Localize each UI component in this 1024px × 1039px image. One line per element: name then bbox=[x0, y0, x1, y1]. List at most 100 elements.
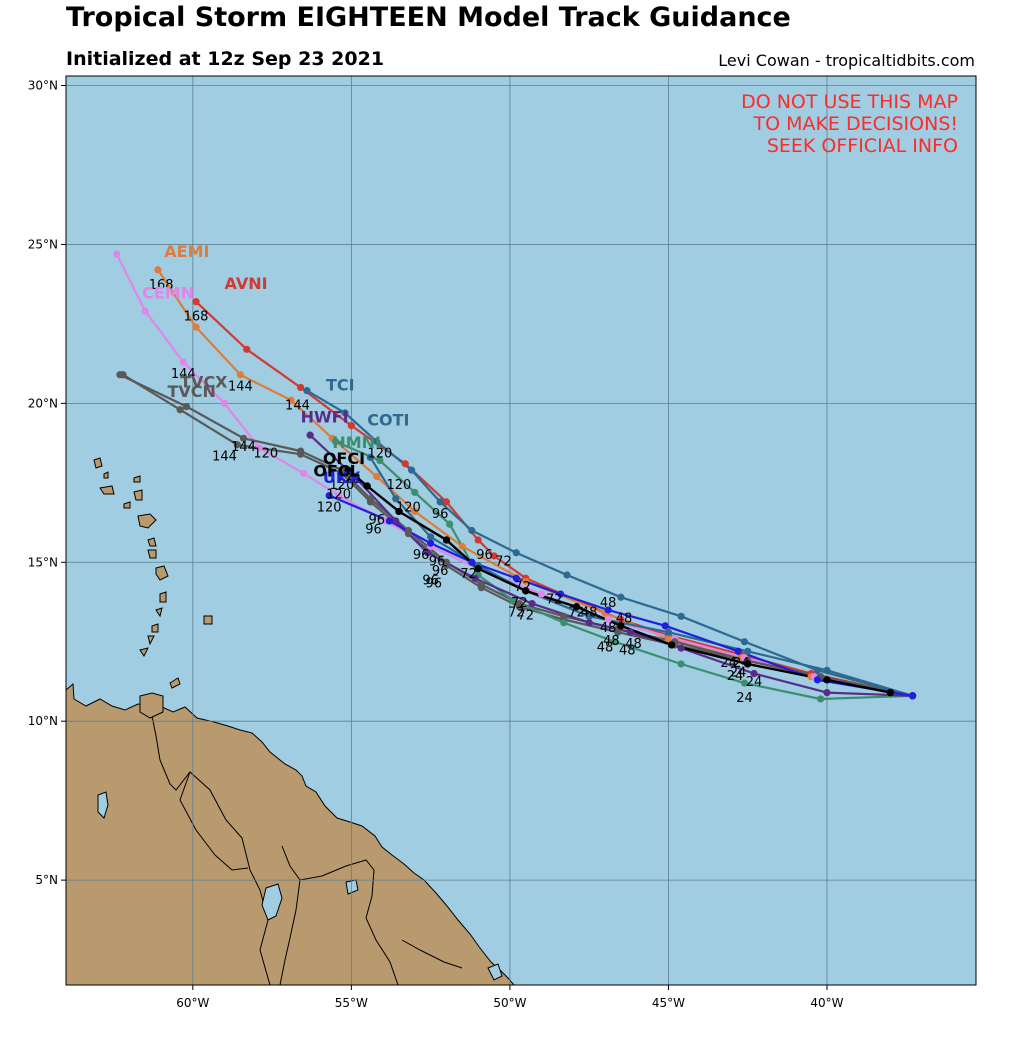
track-point bbox=[392, 517, 400, 525]
track-point bbox=[442, 498, 451, 506]
track-point bbox=[468, 526, 476, 535]
track-point bbox=[557, 590, 565, 598]
track-point bbox=[610, 638, 619, 646]
track-point bbox=[411, 488, 419, 496]
track-point bbox=[325, 491, 333, 500]
track-point bbox=[474, 536, 482, 544]
track-point bbox=[442, 561, 451, 570]
track-point bbox=[744, 660, 752, 668]
track-point bbox=[344, 466, 352, 474]
forecast-hour-label: 24 bbox=[730, 666, 747, 681]
track-point bbox=[677, 660, 685, 668]
forecast-hour-label: 48 bbox=[603, 634, 620, 649]
track-point bbox=[427, 533, 435, 541]
forecast-hour-label: 48 bbox=[600, 621, 617, 636]
forecast-hour-label: 96 bbox=[422, 574, 439, 589]
track-point bbox=[668, 641, 676, 649]
track-point bbox=[335, 491, 343, 500]
track-point bbox=[363, 482, 371, 490]
track-point bbox=[813, 666, 822, 674]
track-point bbox=[392, 495, 400, 503]
track-point bbox=[522, 587, 530, 595]
track-point bbox=[446, 520, 454, 528]
forecast-hour-label: 96 bbox=[429, 554, 446, 569]
track-point bbox=[141, 307, 149, 315]
forecast-hour-label: 24 bbox=[746, 675, 763, 690]
track-point bbox=[604, 606, 612, 614]
track-line-tvcx bbox=[122, 373, 913, 697]
track-point bbox=[538, 590, 546, 598]
track-point bbox=[626, 628, 634, 636]
track-point bbox=[401, 460, 409, 468]
track-line-hwfi bbox=[309, 434, 913, 697]
border-lines bbox=[149, 705, 463, 985]
forecast-hour-label: 120 bbox=[367, 446, 392, 461]
track-point bbox=[734, 647, 742, 655]
forecast-hour-label: 24 bbox=[720, 656, 737, 671]
track-point bbox=[347, 422, 355, 430]
reservoir-icon bbox=[261, 883, 283, 921]
track-point bbox=[113, 250, 121, 258]
model-name-coti: COTI bbox=[367, 411, 409, 430]
forecast-hour-label: 168 bbox=[149, 278, 174, 293]
track-point bbox=[297, 383, 305, 392]
model-name-ukx: UKX bbox=[323, 468, 361, 487]
track-point bbox=[373, 472, 381, 481]
warning-line: TO MAKE DECISIONS! bbox=[752, 113, 958, 135]
warning-line: SEEK OFFICIAL INFO bbox=[767, 135, 958, 157]
forecast-hour-label: 120 bbox=[326, 488, 351, 503]
track-point bbox=[220, 399, 229, 407]
track-point bbox=[823, 666, 831, 674]
forecast-hour-label: 72 bbox=[460, 567, 477, 582]
track-point bbox=[604, 615, 612, 624]
track-point bbox=[427, 539, 435, 547]
track-point bbox=[306, 431, 314, 439]
forecast-hour-label: 24 bbox=[733, 656, 750, 671]
model-name-tci: TCI bbox=[326, 376, 355, 395]
forecast-hour-label: 144 bbox=[171, 367, 196, 382]
track-line-coti bbox=[369, 456, 913, 697]
x-tick-label: 40°W bbox=[810, 996, 843, 1010]
track-point bbox=[661, 622, 669, 630]
track-point bbox=[677, 644, 685, 652]
track-point bbox=[908, 692, 917, 700]
forecast-hour-label: 48 bbox=[625, 637, 642, 652]
forecast-hour-label: 120 bbox=[317, 500, 342, 515]
forecast-hour-label: 120 bbox=[396, 500, 421, 515]
track-point bbox=[423, 549, 432, 557]
forecast-hour-label: 96 bbox=[365, 523, 382, 538]
track-point bbox=[512, 549, 520, 557]
forecast-hour-label: 120 bbox=[253, 446, 278, 461]
track-point bbox=[119, 371, 127, 379]
y-tick-label: 5°N bbox=[35, 873, 58, 887]
x-tick-label: 50°W bbox=[493, 996, 526, 1010]
forecast-hour-label: 48 bbox=[581, 605, 598, 620]
reservoir-icon bbox=[345, 879, 359, 895]
track-point bbox=[255, 444, 264, 452]
track-point bbox=[664, 628, 673, 636]
track-point bbox=[617, 622, 625, 630]
map-subtitle: Initialized at 12z Sep 23 2021 bbox=[66, 48, 385, 70]
track-point bbox=[750, 669, 758, 678]
forecast-hour-label: 72 bbox=[517, 608, 534, 623]
forecast-hour-label: 144 bbox=[228, 380, 253, 395]
graticule bbox=[66, 76, 976, 985]
track-point bbox=[331, 437, 340, 446]
model-name-hmni: HMNI bbox=[332, 433, 381, 452]
track-point bbox=[477, 584, 485, 592]
forecast-hour-label: 96 bbox=[476, 548, 493, 563]
forecast-hour-label: 48 bbox=[616, 612, 633, 627]
forecast-hour-label: 120 bbox=[336, 472, 361, 487]
track-point bbox=[176, 406, 184, 414]
track-point bbox=[411, 507, 419, 516]
forecast-hour-label: 96 bbox=[426, 577, 443, 592]
track-point bbox=[436, 498, 444, 506]
model-name-aemi: AEMI bbox=[164, 242, 209, 261]
y-tick-label: 15°N bbox=[28, 555, 58, 569]
trinidad-island bbox=[139, 692, 164, 719]
model-name-ofci: OFCI bbox=[323, 449, 365, 468]
x-tick-label: 45°W bbox=[652, 996, 685, 1010]
model-name-tvcx: TVCX bbox=[180, 372, 228, 391]
track-point bbox=[585, 612, 593, 620]
